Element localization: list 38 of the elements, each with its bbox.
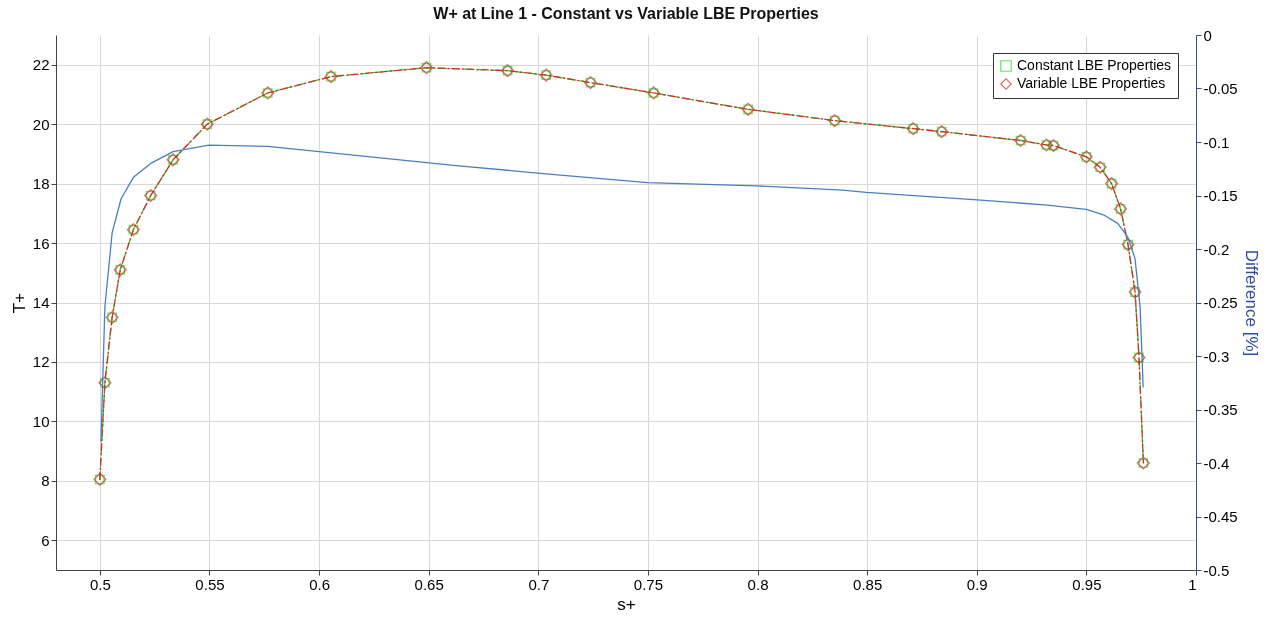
x-tick-label: 0.9 [966,575,988,593]
y2-tick-label: -0.1 [1203,133,1230,151]
x-tick-label: 0.5 [89,575,111,593]
y-tick-label: 22 [32,56,50,74]
y2-tick-label: -0.45 [1203,508,1238,525]
x-tick-label: 0.65 [414,575,444,593]
x-tick-label: 0.55 [195,575,225,593]
x-tick-label: 1 [1188,575,1197,593]
y2-tick-label: -0.3 [1203,347,1230,365]
y-tick-label: 10 [32,412,50,430]
y2-tick-label: -0.2 [1203,240,1230,258]
x-axis-title: s+ [617,594,636,614]
y-tick-label: 12 [32,353,50,371]
y-tick-label: 6 [41,531,50,549]
y2-tick-label: -0.5 [1203,561,1230,579]
y2-tick-label: -0.4 [1203,454,1230,472]
y-tick-label: 16 [32,234,50,252]
y2-tick-label: 0 [1203,26,1212,44]
line-series [100,144,1144,443]
chart-title: W+ at Line 1 - Constant vs Variable LBE Properties [433,5,819,22]
y-tick-label: 20 [32,115,50,133]
x-tick-label: 0.75 [633,575,664,593]
legend-label: Variable LBE Properties [1017,75,1166,91]
x-tick-label: 0.6 [309,575,331,593]
x-tick-label: 0.85 [853,575,883,593]
x-tick-label: 0.95 [1072,575,1102,593]
x-tick-label: 0.7 [528,575,550,593]
y2-tick-label: -0.35 [1203,401,1238,418]
y-axis-title: T+ [9,292,29,314]
x-tick-label: 0.8 [747,575,769,593]
y2-tick-label: -0.05 [1203,80,1238,97]
legend-label: Constant LBE Properties [1017,57,1172,73]
y2-tick-label: -0.15 [1203,187,1238,204]
y2-axis-title: Difference [%] [1241,249,1261,357]
y2-tick-label: -0.25 [1203,294,1238,311]
y-tick-label: 18 [32,175,50,193]
y-tick-label: 14 [32,294,50,311]
y-tick-label: 8 [41,472,50,490]
